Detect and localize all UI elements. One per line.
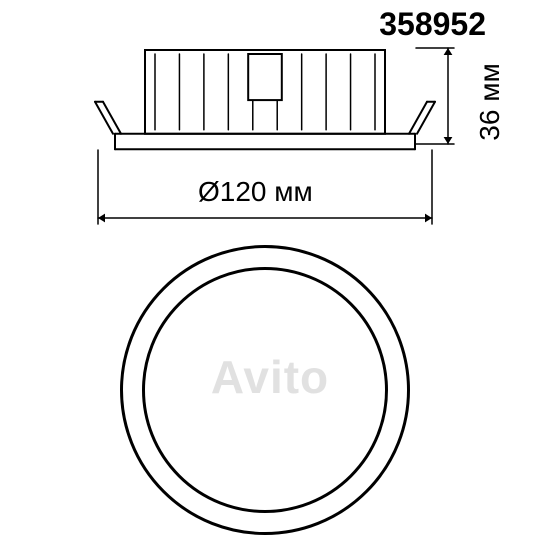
- diameter-dimension-label: Ø120 мм: [198, 176, 313, 208]
- front-view-ring-inner: [142, 267, 388, 513]
- diagram-stage: 358952 36 мм Ø120 мм Avito: [0, 0, 540, 540]
- front-view-ring: [120, 245, 410, 535]
